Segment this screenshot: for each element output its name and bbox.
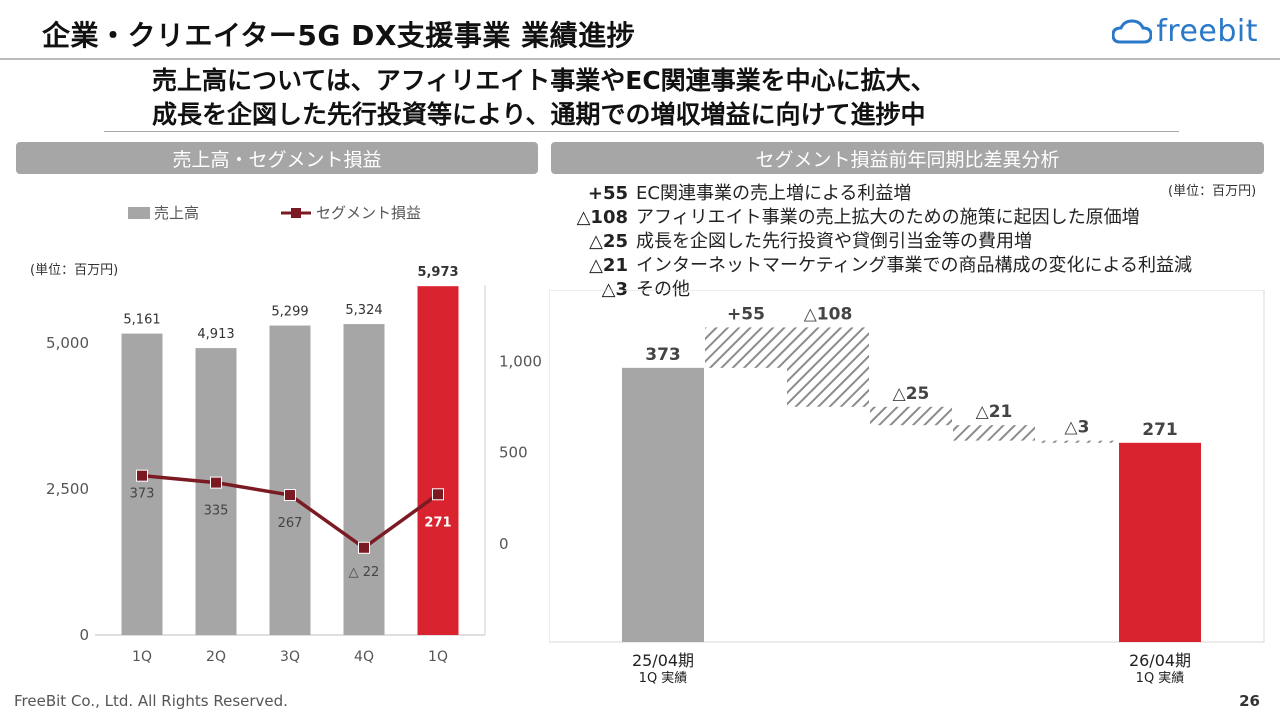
waterfall-total-bar <box>622 367 704 642</box>
headline-line-1: 売上高については、アフィリエイト事業やEC関連事業を中心に拡大、 <box>152 66 936 95</box>
profit-marker <box>136 469 148 482</box>
y-tick-left: 2,500 <box>46 480 89 498</box>
x-tick-label: 2Q <box>206 649 226 665</box>
title-divider <box>0 58 1280 60</box>
sales-bar <box>417 286 459 635</box>
waterfall-total-bar <box>1119 442 1201 642</box>
profit-value-label: 267 <box>278 516 303 531</box>
y-tick-left: 5,000 <box>46 334 89 352</box>
explanation-text: インターネットマーケティング事業での商品構成の変化による利益減 <box>636 255 1193 276</box>
waterfall-value-label: △3 <box>1065 418 1090 438</box>
waterfall-delta-bar <box>953 425 1035 441</box>
profit-marker <box>284 489 296 502</box>
waterfall-value-label: △21 <box>976 402 1013 422</box>
right-unit-label: (単位：百万円) <box>1168 184 1257 199</box>
explanation-text: アフィリエイト事業の売上拡大のための施策に起因した原価増 <box>636 207 1140 228</box>
waterfall-delta-bar <box>705 327 787 368</box>
sales-bar <box>343 324 385 635</box>
x-tick-label: 4Q <box>354 649 374 665</box>
freebit-logo: freebit <box>1112 14 1258 49</box>
explanation-row: △108 アフィリエイト事業の売上拡大のための施策に起因した原価増 <box>560 206 1192 230</box>
variance-explanations: +55 EC関連事業の売上増による利益増 △108 アフィリエイト事業の売上拡大のため… <box>560 182 1192 302</box>
page-title: 企業・クリエイター5G DX支援事業 業績進捗 <box>42 19 636 52</box>
explanation-value: △25 <box>589 231 628 252</box>
explanation-value: +55 <box>587 183 628 204</box>
waterfall-frame <box>549 290 1265 643</box>
sales-bar <box>121 333 163 635</box>
y-tick-left: 0 <box>79 626 89 644</box>
waterfall-value-label: 271 <box>1142 420 1178 440</box>
left-unit-label: (単位：百万円) <box>30 263 119 278</box>
x-tick-label: 1Q <box>428 649 448 665</box>
y-tick-right: 1,000 <box>499 352 542 370</box>
legend-sales-label: 売上高 <box>154 204 200 222</box>
start-subperiod: 1Q 実績 <box>638 671 688 686</box>
waterfall-start-label: 25/04期 1Q 実績 <box>613 652 713 688</box>
legend-profit: セグメント損益 <box>280 202 421 223</box>
profit-marker <box>210 476 222 489</box>
waterfall-delta-bar <box>1036 440 1118 443</box>
waterfall-value-label: +55 <box>727 304 765 324</box>
sales-profit-chart: 0 2,500 5,000 0 500 1,000 5,161 1Q 4,913 2Q 5,299 3… <box>46 265 542 665</box>
profit-value-label: △ 22 <box>349 565 380 580</box>
waterfall-chart: 373 +55 △108 △25 △21 △3 271 <box>549 290 1265 643</box>
x-tick-label: 3Q <box>280 649 300 665</box>
sales-value-label: 5,299 <box>271 305 308 320</box>
y-tick-right: 0 <box>499 535 509 553</box>
legend-sales-swatch <box>128 206 150 219</box>
copyright: FreeBit Co., Ltd. All Rights Reserved. <box>14 692 288 710</box>
end-subperiod: 1Q 実績 <box>1135 671 1185 686</box>
profit-value-label: 373 <box>130 487 155 502</box>
sales-bar <box>269 325 311 635</box>
headline: 売上高については、アフィリエイト事業やEC関連事業を中心に拡大、 成長を企図した… <box>152 64 936 132</box>
waterfall-value-label: △108 <box>804 304 853 324</box>
profit-value-label: 335 <box>204 504 229 519</box>
start-period: 25/04期 <box>631 651 695 670</box>
y-tick-right: 500 <box>499 444 528 462</box>
right-panel-heading: セグメント損益前年同期比差異分析 <box>551 142 1264 174</box>
profit-marker <box>358 541 370 554</box>
headline-divider <box>104 131 1179 132</box>
left-panel-heading: 売上高・セグメント損益 <box>16 142 538 174</box>
explanation-row: △25 成長を企図した先行投資や貸倒引当金等の費用増 <box>560 230 1192 254</box>
sales-value-label: 5,324 <box>345 303 382 318</box>
waterfall-delta-bar <box>870 406 952 426</box>
explanation-text: 成長を企図した先行投資や貸倒引当金等の費用増 <box>636 231 1032 252</box>
sales-bar <box>195 348 237 635</box>
end-period: 26/04期 <box>1128 651 1192 670</box>
explanation-row: +55 EC関連事業の売上増による利益増 <box>560 182 1192 206</box>
waterfall-end-label: 26/04期 1Q 実績 <box>1110 652 1210 688</box>
waterfall-value-label: △25 <box>893 384 930 404</box>
cloud-icon <box>1112 18 1153 43</box>
legend-profit-label: セグメント損益 <box>316 204 422 222</box>
sales-value-label: 5,973 <box>417 265 458 280</box>
explanation-text: EC関連事業の売上増による利益増 <box>636 183 912 204</box>
logo-text: freebit <box>1156 14 1258 49</box>
legend-profit-swatch <box>281 207 311 218</box>
waterfall-delta-bar <box>787 327 869 407</box>
explanation-row: △21 インターネットマーケティング事業での商品構成の変化による利益減 <box>560 254 1192 278</box>
sales-value-label: 4,913 <box>197 327 234 342</box>
profit-marker <box>432 488 444 501</box>
legend-sales: 売上高 <box>128 202 199 223</box>
headline-line-2: 成長を企図した先行投資等により、通期での増収増益に向けて進捗中 <box>152 100 926 129</box>
x-tick-label: 1Q <box>132 649 152 665</box>
waterfall-value-label: 373 <box>645 345 681 365</box>
sales-value-label: 5,161 <box>123 313 160 328</box>
page-number: 26 <box>1239 692 1260 710</box>
profit-value-label: 271 <box>424 515 451 530</box>
explanation-value: △21 <box>589 255 628 276</box>
explanation-value: △108 <box>576 207 628 228</box>
